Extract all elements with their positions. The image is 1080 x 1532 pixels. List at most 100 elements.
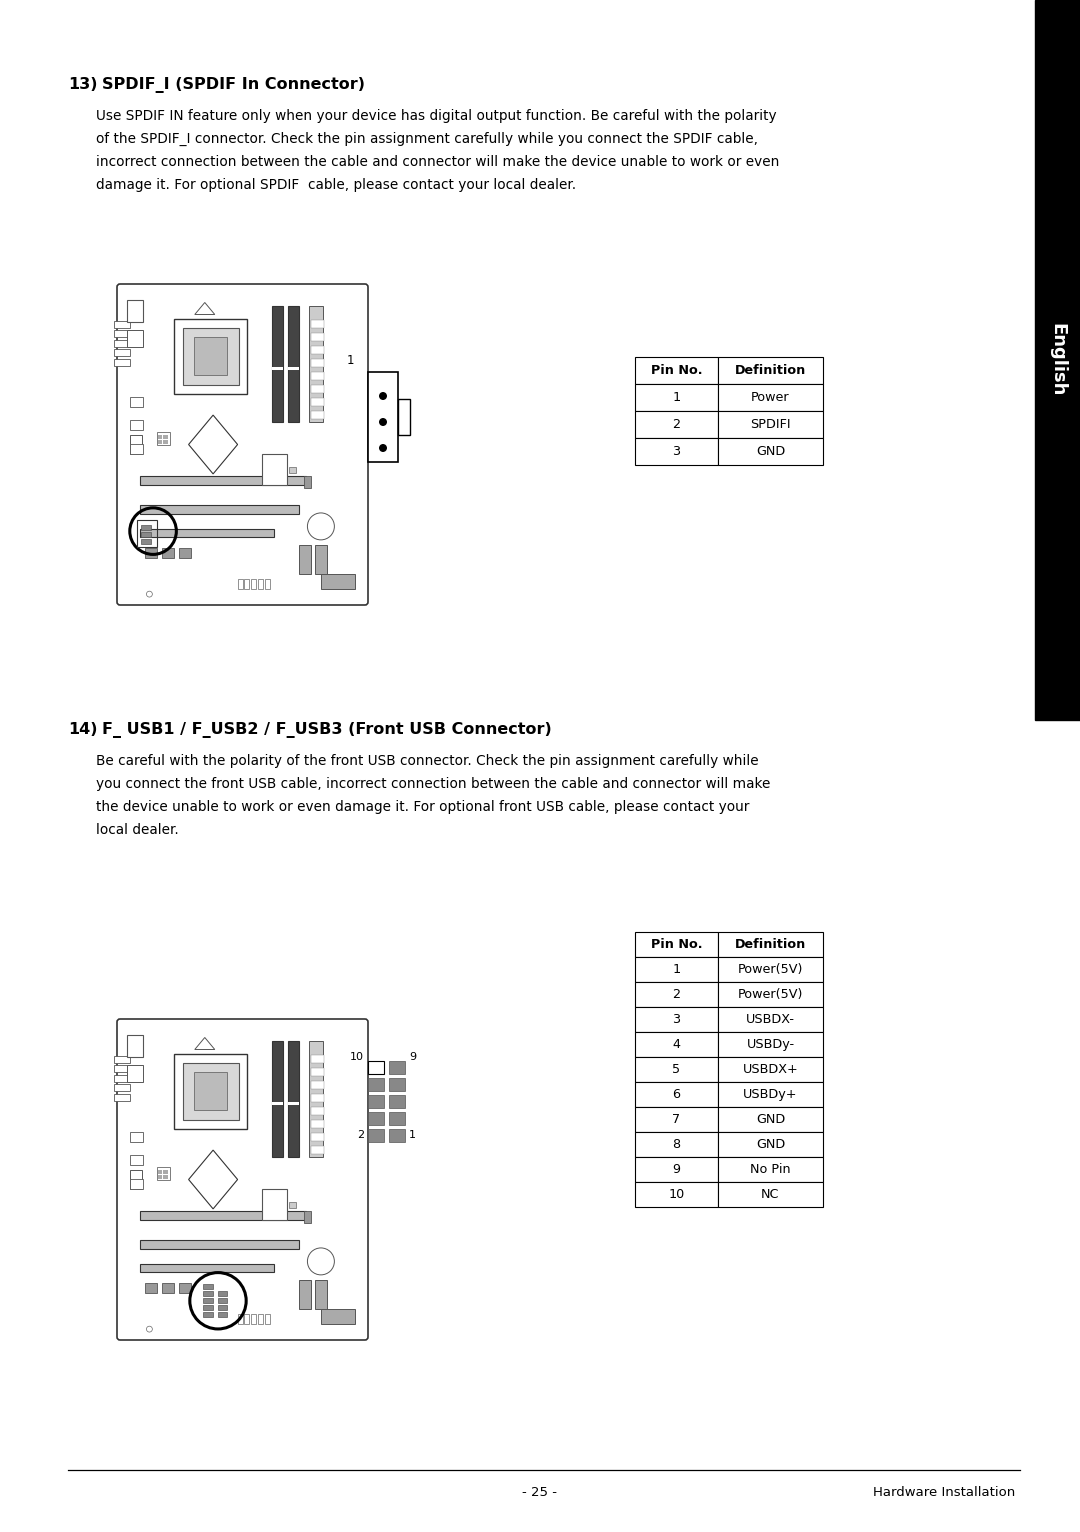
Text: SPDIF_I (SPDIF In Connector): SPDIF_I (SPDIF In Connector) bbox=[102, 77, 365, 93]
Text: 8: 8 bbox=[673, 1138, 680, 1151]
Text: the device unable to work or even damage it. For optional front USB cable, pleas: the device unable to work or even damage… bbox=[96, 800, 750, 813]
Bar bbox=[635, 1007, 718, 1033]
Bar bbox=[389, 1129, 405, 1141]
Bar bbox=[1035, 0, 1080, 720]
Bar bbox=[289, 1201, 296, 1207]
Text: No Pin: No Pin bbox=[751, 1163, 791, 1177]
Bar bbox=[157, 1167, 171, 1180]
Bar bbox=[299, 1281, 311, 1308]
Bar bbox=[718, 1057, 823, 1082]
Bar bbox=[311, 398, 324, 406]
Text: 7: 7 bbox=[673, 1114, 680, 1126]
Bar bbox=[179, 1284, 191, 1293]
Bar bbox=[217, 1298, 227, 1302]
Text: F_ USB1 / F_USB2 / F_USB3 (Front USB Connector): F_ USB1 / F_USB2 / F_USB3 (Front USB Con… bbox=[102, 722, 552, 738]
Bar bbox=[718, 1108, 823, 1132]
Bar bbox=[321, 573, 355, 590]
Bar bbox=[139, 1264, 274, 1273]
Text: 14): 14) bbox=[68, 722, 97, 737]
Text: 1: 1 bbox=[673, 964, 680, 976]
Bar bbox=[114, 1065, 130, 1072]
Bar bbox=[203, 1291, 213, 1296]
Text: 1: 1 bbox=[409, 1131, 416, 1140]
Text: Power(5V): Power(5V) bbox=[738, 964, 804, 976]
Text: English: English bbox=[1048, 323, 1066, 397]
Bar bbox=[314, 1281, 327, 1308]
Bar bbox=[368, 1112, 384, 1124]
Bar bbox=[389, 1095, 405, 1108]
Bar bbox=[145, 548, 157, 558]
Bar bbox=[114, 331, 130, 337]
Bar bbox=[137, 519, 157, 547]
Bar bbox=[389, 1079, 405, 1091]
Bar bbox=[718, 931, 823, 958]
Bar bbox=[311, 1068, 324, 1075]
Bar bbox=[130, 435, 143, 453]
Text: 9: 9 bbox=[673, 1163, 680, 1177]
Bar bbox=[311, 1056, 324, 1063]
Polygon shape bbox=[189, 1151, 238, 1209]
Bar bbox=[162, 548, 174, 558]
Bar bbox=[174, 319, 247, 394]
Bar bbox=[311, 320, 324, 328]
Bar bbox=[127, 1065, 144, 1082]
Bar bbox=[258, 1314, 264, 1324]
Text: 9: 9 bbox=[409, 1052, 416, 1062]
Bar bbox=[258, 579, 264, 590]
Bar bbox=[314, 545, 327, 573]
Text: GND: GND bbox=[756, 444, 785, 458]
Bar bbox=[311, 1120, 324, 1128]
Bar bbox=[635, 1057, 718, 1082]
Bar bbox=[635, 1108, 718, 1132]
Text: incorrect connection between the cable and connector will make the device unable: incorrect connection between the cable a… bbox=[96, 155, 780, 169]
Bar bbox=[265, 1314, 270, 1324]
Text: Hardware Installation: Hardware Installation bbox=[873, 1486, 1015, 1498]
Bar bbox=[163, 440, 167, 444]
Bar bbox=[158, 440, 162, 444]
Bar bbox=[718, 982, 823, 1007]
Bar bbox=[262, 1189, 286, 1221]
Bar bbox=[262, 453, 286, 486]
Bar bbox=[127, 1034, 144, 1057]
Bar bbox=[114, 358, 130, 366]
Bar bbox=[718, 1132, 823, 1157]
Bar bbox=[635, 1082, 718, 1108]
Bar bbox=[252, 1314, 256, 1324]
Text: SPDIFI: SPDIFI bbox=[751, 418, 791, 430]
Bar bbox=[183, 328, 239, 385]
Text: 1: 1 bbox=[347, 354, 354, 368]
Text: damage it. For optional SPDIF  cable, please contact your local dealer.: damage it. For optional SPDIF cable, ple… bbox=[96, 178, 576, 192]
Bar bbox=[127, 329, 144, 346]
FancyBboxPatch shape bbox=[117, 283, 368, 605]
Bar bbox=[311, 372, 324, 380]
Bar bbox=[145, 1284, 157, 1293]
Text: Power(5V): Power(5V) bbox=[738, 988, 804, 1000]
Bar bbox=[303, 1212, 311, 1224]
Circle shape bbox=[379, 418, 387, 426]
Bar bbox=[635, 931, 718, 958]
Text: Definition: Definition bbox=[734, 938, 806, 951]
Bar bbox=[244, 579, 249, 590]
Bar bbox=[179, 548, 191, 558]
Text: 1: 1 bbox=[673, 391, 680, 404]
Bar bbox=[299, 545, 311, 573]
Text: 3: 3 bbox=[673, 444, 680, 458]
Bar bbox=[309, 306, 323, 423]
Bar bbox=[718, 1033, 823, 1057]
Text: USBDy+: USBDy+ bbox=[743, 1088, 798, 1102]
Bar bbox=[163, 435, 167, 438]
Bar bbox=[238, 1314, 243, 1324]
Bar bbox=[203, 1311, 213, 1316]
Text: Definition: Definition bbox=[734, 365, 806, 377]
Bar bbox=[272, 1040, 283, 1158]
Bar bbox=[718, 1183, 823, 1207]
Bar bbox=[635, 982, 718, 1007]
Circle shape bbox=[379, 392, 387, 400]
Text: you connect the front USB cable, incorrect connection between the cable and conn: you connect the front USB cable, incorre… bbox=[96, 777, 770, 791]
Bar bbox=[139, 529, 274, 538]
Bar bbox=[272, 306, 283, 423]
Bar bbox=[157, 432, 171, 444]
Bar bbox=[311, 358, 324, 366]
Text: 10: 10 bbox=[669, 1187, 685, 1201]
Text: Power: Power bbox=[752, 391, 789, 404]
